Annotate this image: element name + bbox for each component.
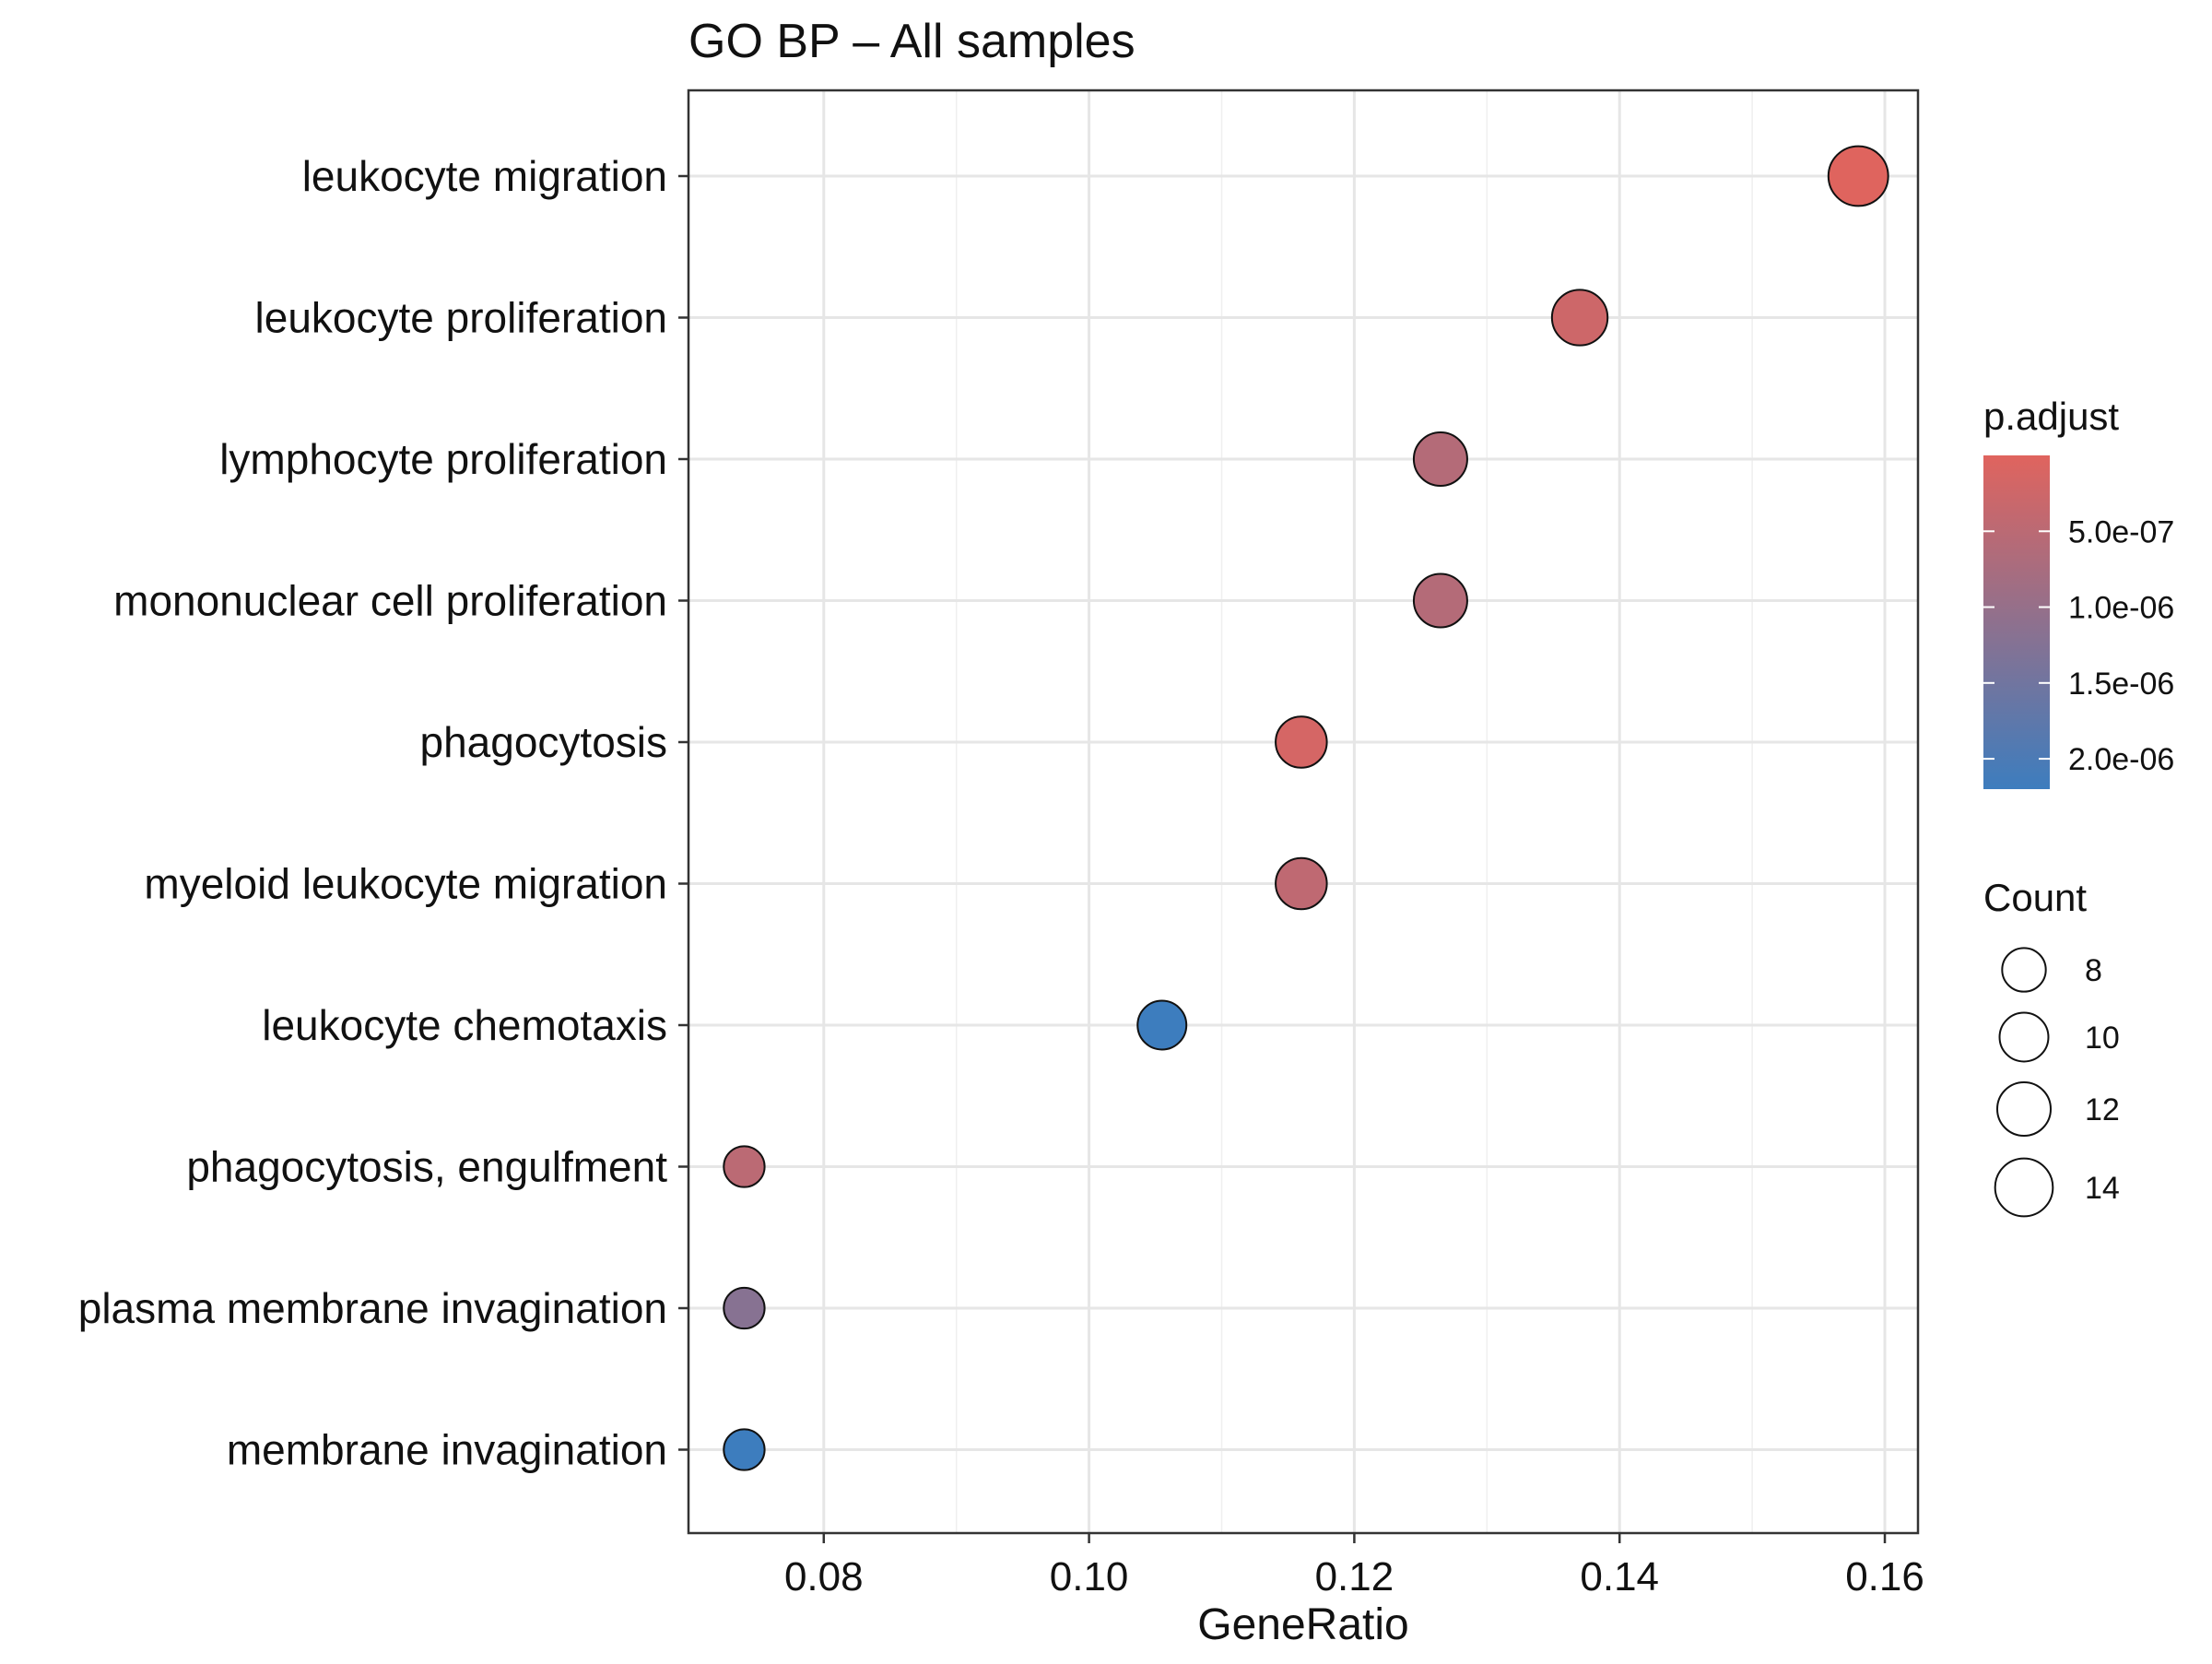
x-axis: 0.08 0.10 0.12 0.14 0.16 — [784, 1533, 1924, 1599]
color-legend-bar — [1983, 455, 2050, 789]
x-tick-label: 0.14 — [1580, 1554, 1659, 1599]
color-legend-label: 5.0e-07 — [2068, 514, 2174, 549]
points-layer — [723, 145, 1889, 1471]
y-category-label: mononuclear cell proliferation — [113, 577, 667, 625]
x-tick-label: 0.10 — [1050, 1554, 1129, 1599]
data-point — [1412, 572, 1468, 629]
color-legend: p.adjust 5.0e-07 1.0e-06 1.5e-06 2.0e-06 — [1983, 395, 2174, 789]
y-category-label: lymphocyte proliferation — [219, 435, 667, 483]
size-legend: Count 8 10 12 14 — [1983, 876, 2120, 1218]
y-category-label: myeloid leukocyte migration — [144, 860, 667, 908]
y-category-label: membrane invagination — [227, 1426, 667, 1474]
y-category-label: leukocyte migration — [302, 152, 667, 200]
data-point — [1550, 289, 1609, 347]
y-category-label: phagocytosis, engulfment — [186, 1143, 667, 1191]
y-category-label: plasma membrane invagination — [78, 1284, 667, 1332]
data-point — [1275, 715, 1328, 769]
data-point — [723, 1145, 766, 1188]
color-legend-label: 1.5e-06 — [2068, 667, 2174, 702]
size-legend-label: 14 — [2085, 1171, 2120, 1206]
size-legend-key — [2001, 947, 2047, 993]
color-legend-title: p.adjust — [1983, 395, 2119, 438]
size-legend-key — [1996, 1081, 2052, 1137]
size-legend-title: Count — [1983, 876, 2087, 919]
x-axis-label: GeneRatio — [1197, 1600, 1408, 1649]
x-tick-label: 0.08 — [784, 1554, 864, 1599]
color-legend-label: 1.0e-06 — [2068, 591, 2174, 626]
data-point — [1412, 431, 1468, 487]
y-category-label: phagocytosis — [420, 718, 668, 766]
y-category-label: leukocyte proliferation — [255, 294, 667, 342]
x-tick-label: 0.16 — [1845, 1554, 1924, 1599]
data-point — [1275, 856, 1328, 911]
data-point — [1136, 999, 1188, 1051]
data-point — [1827, 145, 1889, 207]
x-tick-label: 0.12 — [1315, 1554, 1394, 1599]
color-legend-label: 2.0e-06 — [2068, 742, 2174, 777]
data-point — [723, 1428, 766, 1471]
size-legend-label: 12 — [2085, 1092, 2120, 1127]
size-legend-key — [1994, 1157, 2054, 1218]
size-legend-label: 10 — [2085, 1021, 2120, 1056]
data-point — [723, 1286, 766, 1330]
y-category-label: leukocyte chemotaxis — [262, 1001, 667, 1049]
size-legend-label: 8 — [2085, 953, 2102, 988]
panel-border — [687, 89, 1920, 1535]
y-axis: leukocyte migration leukocyte proliferati… — [78, 152, 688, 1474]
size-legend-key — [1998, 1011, 2050, 1063]
chart-title: GO BP – All samples — [688, 15, 1135, 68]
